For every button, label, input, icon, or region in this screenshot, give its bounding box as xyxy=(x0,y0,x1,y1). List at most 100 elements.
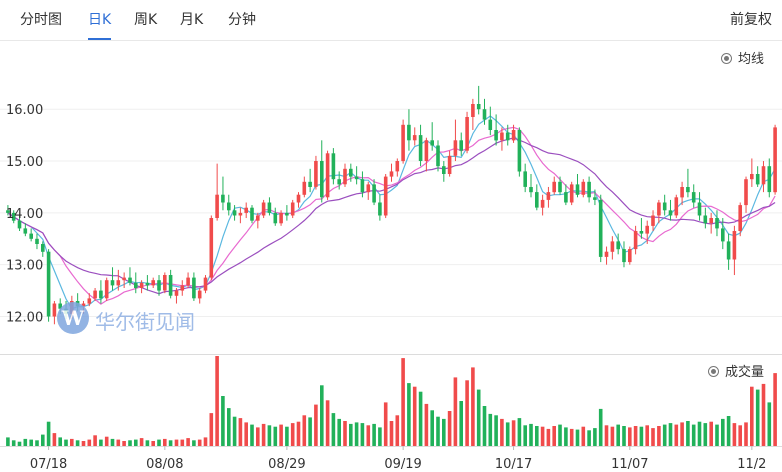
volume-bar xyxy=(81,441,86,446)
candle-body xyxy=(17,220,22,229)
candle-body xyxy=(290,202,295,216)
candle-body xyxy=(122,277,126,281)
volume-bar xyxy=(476,389,481,446)
candle-body xyxy=(697,202,702,216)
volume-bar xyxy=(389,421,394,446)
volume-bar xyxy=(639,426,644,446)
candle xyxy=(511,124,516,143)
candle-body xyxy=(232,210,237,216)
candle-body xyxy=(285,212,289,216)
volume-bar xyxy=(721,418,725,446)
volume-bar xyxy=(128,440,132,446)
candle xyxy=(401,119,405,164)
volume-bar xyxy=(610,426,615,446)
candle xyxy=(46,249,51,322)
candle-body xyxy=(569,184,574,203)
volume-bar xyxy=(628,427,632,446)
candle xyxy=(686,168,690,198)
candle-body xyxy=(383,176,388,216)
volume-bar xyxy=(168,440,173,446)
candle-body xyxy=(511,130,516,141)
candle-body xyxy=(6,210,10,213)
volume-bar xyxy=(290,423,295,446)
candle-body xyxy=(302,181,307,195)
candle-body xyxy=(349,168,353,177)
ma-radio-icon xyxy=(721,53,732,64)
volume-bar xyxy=(424,403,429,446)
grid-lines xyxy=(0,108,782,447)
candle-body xyxy=(552,181,556,193)
candle-body xyxy=(320,161,324,198)
candle-body xyxy=(505,132,510,141)
candle xyxy=(703,207,708,229)
date-tick-label: 11/07 xyxy=(611,457,648,472)
candle-body xyxy=(593,197,597,200)
candle xyxy=(354,166,359,185)
tab-2[interactable]: 周K xyxy=(134,0,157,38)
candle-body xyxy=(564,192,568,203)
candle xyxy=(494,114,498,146)
candle xyxy=(680,181,684,206)
candle xyxy=(250,205,254,224)
candle-body xyxy=(58,303,62,309)
candle xyxy=(587,176,591,203)
candle xyxy=(552,176,556,195)
candle-body xyxy=(773,127,777,193)
ma-toggle[interactable]: 均线 xyxy=(721,48,764,67)
volume-bar xyxy=(372,423,376,446)
volume-bar xyxy=(732,423,737,446)
watermark-text: 华尔街见闻 xyxy=(95,310,195,334)
tab-1[interactable]: 日K xyxy=(88,0,112,40)
candle xyxy=(163,272,167,294)
candle xyxy=(6,205,10,216)
candle xyxy=(145,275,150,291)
candle-body xyxy=(110,280,115,286)
tab-3[interactable]: 月K xyxy=(180,0,203,38)
candle xyxy=(593,189,597,206)
candle-body xyxy=(546,192,551,200)
candle xyxy=(482,98,487,125)
candle-body xyxy=(750,174,754,180)
volume-bar xyxy=(209,413,214,446)
candle-body xyxy=(587,181,591,198)
volume-bar xyxy=(453,377,458,446)
volume-bar xyxy=(680,422,684,446)
candle-body xyxy=(23,228,28,234)
candle xyxy=(296,192,301,208)
candle-body xyxy=(378,202,382,216)
volume-bar xyxy=(691,424,696,446)
tab-label: 分时图 xyxy=(20,12,62,28)
adjust-mode-button[interactable]: 前复权 xyxy=(730,12,772,28)
candle xyxy=(110,267,115,291)
price-tick-label: 15.00 xyxy=(6,155,43,170)
candle-body xyxy=(628,249,632,263)
volume-bar xyxy=(500,418,504,446)
candle xyxy=(192,272,196,301)
candle-body xyxy=(500,132,504,141)
volume-bar xyxy=(726,416,731,446)
candle xyxy=(773,124,777,195)
candle-body xyxy=(104,280,109,299)
volume-bar xyxy=(494,415,498,446)
candle xyxy=(767,158,772,198)
candle-body xyxy=(180,285,185,291)
candle-body xyxy=(459,140,463,151)
candle xyxy=(430,122,434,151)
volume-bar xyxy=(238,418,243,446)
tab-0[interactable]: 分时图 xyxy=(20,0,62,38)
watermark-logo-icon: W xyxy=(57,302,89,334)
candle-body xyxy=(703,215,708,224)
volume-bar xyxy=(11,440,16,446)
candle-body xyxy=(151,280,155,286)
volume-bar xyxy=(232,416,237,446)
candle xyxy=(761,161,766,193)
candle-body xyxy=(360,179,365,193)
volume-toggle[interactable]: 成交量 xyxy=(708,361,764,380)
volume-bar xyxy=(587,430,591,446)
candle xyxy=(343,163,347,187)
volume-bar xyxy=(360,423,365,446)
candle-body xyxy=(139,282,144,288)
price-axis-ticks: 12.00 13.00 14.00 15.00 16.00 xyxy=(6,103,43,325)
candle-body xyxy=(633,231,638,250)
tab-4[interactable]: 分钟 xyxy=(228,0,256,38)
